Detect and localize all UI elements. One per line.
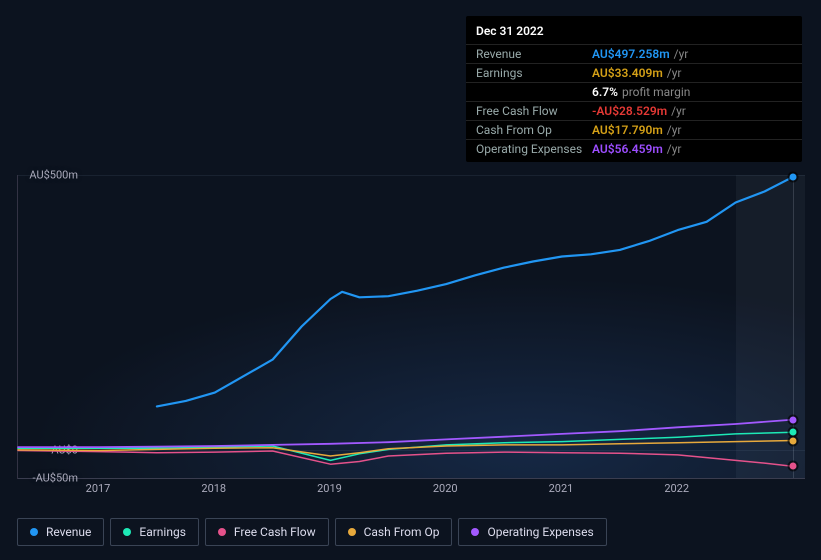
legend-item[interactable]: Free Cash Flow — [205, 518, 329, 546]
tooltip-suffix: /yr — [667, 123, 682, 137]
tooltip-row: Operating ExpensesAU$56.459m/yr — [466, 139, 802, 158]
x-tick-label: 2017 — [86, 482, 111, 495]
tooltip-label: Operating Expenses — [476, 142, 592, 156]
tooltip-label: Cash From Op — [476, 123, 592, 137]
tooltip-suffix: profit margin — [622, 85, 690, 99]
line-series-svg — [18, 175, 805, 478]
tooltip-row: Free Cash Flow-AU$28.529m/yr — [466, 101, 802, 120]
tooltip-row: 6.7% profit margin — [466, 82, 802, 101]
x-tick-label: 2022 — [664, 482, 689, 495]
tooltip-label: Free Cash Flow — [476, 104, 592, 118]
tooltip-value: AU$33.409m — [592, 66, 663, 80]
legend-item[interactable]: Cash From Op — [335, 518, 453, 546]
tooltip-value: AU$56.459m — [592, 142, 663, 156]
legend-swatch — [218, 528, 226, 536]
tooltip-value: AU$497.258m — [592, 47, 670, 61]
legend: Revenue Earnings Free Cash Flow Cash From O… — [17, 518, 607, 546]
x-tick-label: 2019 — [317, 482, 342, 495]
legend-item[interactable]: Operating Expenses — [458, 518, 606, 546]
legend-label: Free Cash Flow — [234, 525, 316, 539]
tooltip-suffix: /yr — [667, 66, 682, 80]
legend-swatch — [471, 528, 479, 536]
series-endcap — [790, 463, 797, 470]
legend-label: Revenue — [46, 525, 91, 539]
tooltip-value: AU$17.790m — [592, 123, 663, 137]
tooltip-row: Cash From OpAU$17.790m/yr — [466, 120, 802, 139]
tooltip-date: Dec 31 2022 — [466, 20, 802, 44]
tooltip-suffix: /yr — [667, 142, 682, 156]
series-endcap — [790, 416, 797, 423]
x-tick-label: 2018 — [201, 482, 226, 495]
tooltip-row: RevenueAU$497.258m/yr — [466, 44, 802, 63]
x-tick-label: 2020 — [433, 482, 458, 495]
legend-swatch — [30, 528, 38, 536]
legend-label: Operating Expenses — [487, 525, 593, 539]
plot-area[interactable]: AU$500mAU$0-AU$50m — [17, 175, 805, 479]
series-line — [157, 177, 794, 407]
tooltip-suffix: /yr — [674, 47, 689, 61]
series-endcap — [790, 437, 797, 444]
x-tick-label: 2021 — [549, 482, 574, 495]
tooltip-label: Earnings — [476, 66, 592, 80]
tooltip-value: -AU$28.529m — [592, 104, 667, 118]
tooltip-suffix: /yr — [671, 104, 686, 118]
series-endcap — [790, 429, 797, 436]
series-endcap — [790, 173, 797, 180]
legend-swatch — [123, 528, 131, 536]
legend-label: Cash From Op — [364, 525, 440, 539]
series-line — [18, 451, 793, 467]
tooltip-value: 6.7% — [592, 85, 618, 99]
tooltip-label: Revenue — [476, 47, 592, 61]
financials-chart: Dec 31 2022 RevenueAU$497.258m/yrEarning… — [0, 0, 821, 560]
legend-swatch — [348, 528, 356, 536]
hover-tooltip: Dec 31 2022 RevenueAU$497.258m/yrEarning… — [466, 16, 802, 162]
legend-item[interactable]: Revenue — [17, 518, 104, 546]
gridline — [18, 478, 805, 479]
x-axis: 2017 2018 2019 2020 2021 2022 — [17, 482, 804, 502]
legend-label: Earnings — [139, 525, 186, 539]
tooltip-row: EarningsAU$33.409m/yr — [466, 63, 802, 82]
legend-item[interactable]: Earnings — [110, 518, 199, 546]
